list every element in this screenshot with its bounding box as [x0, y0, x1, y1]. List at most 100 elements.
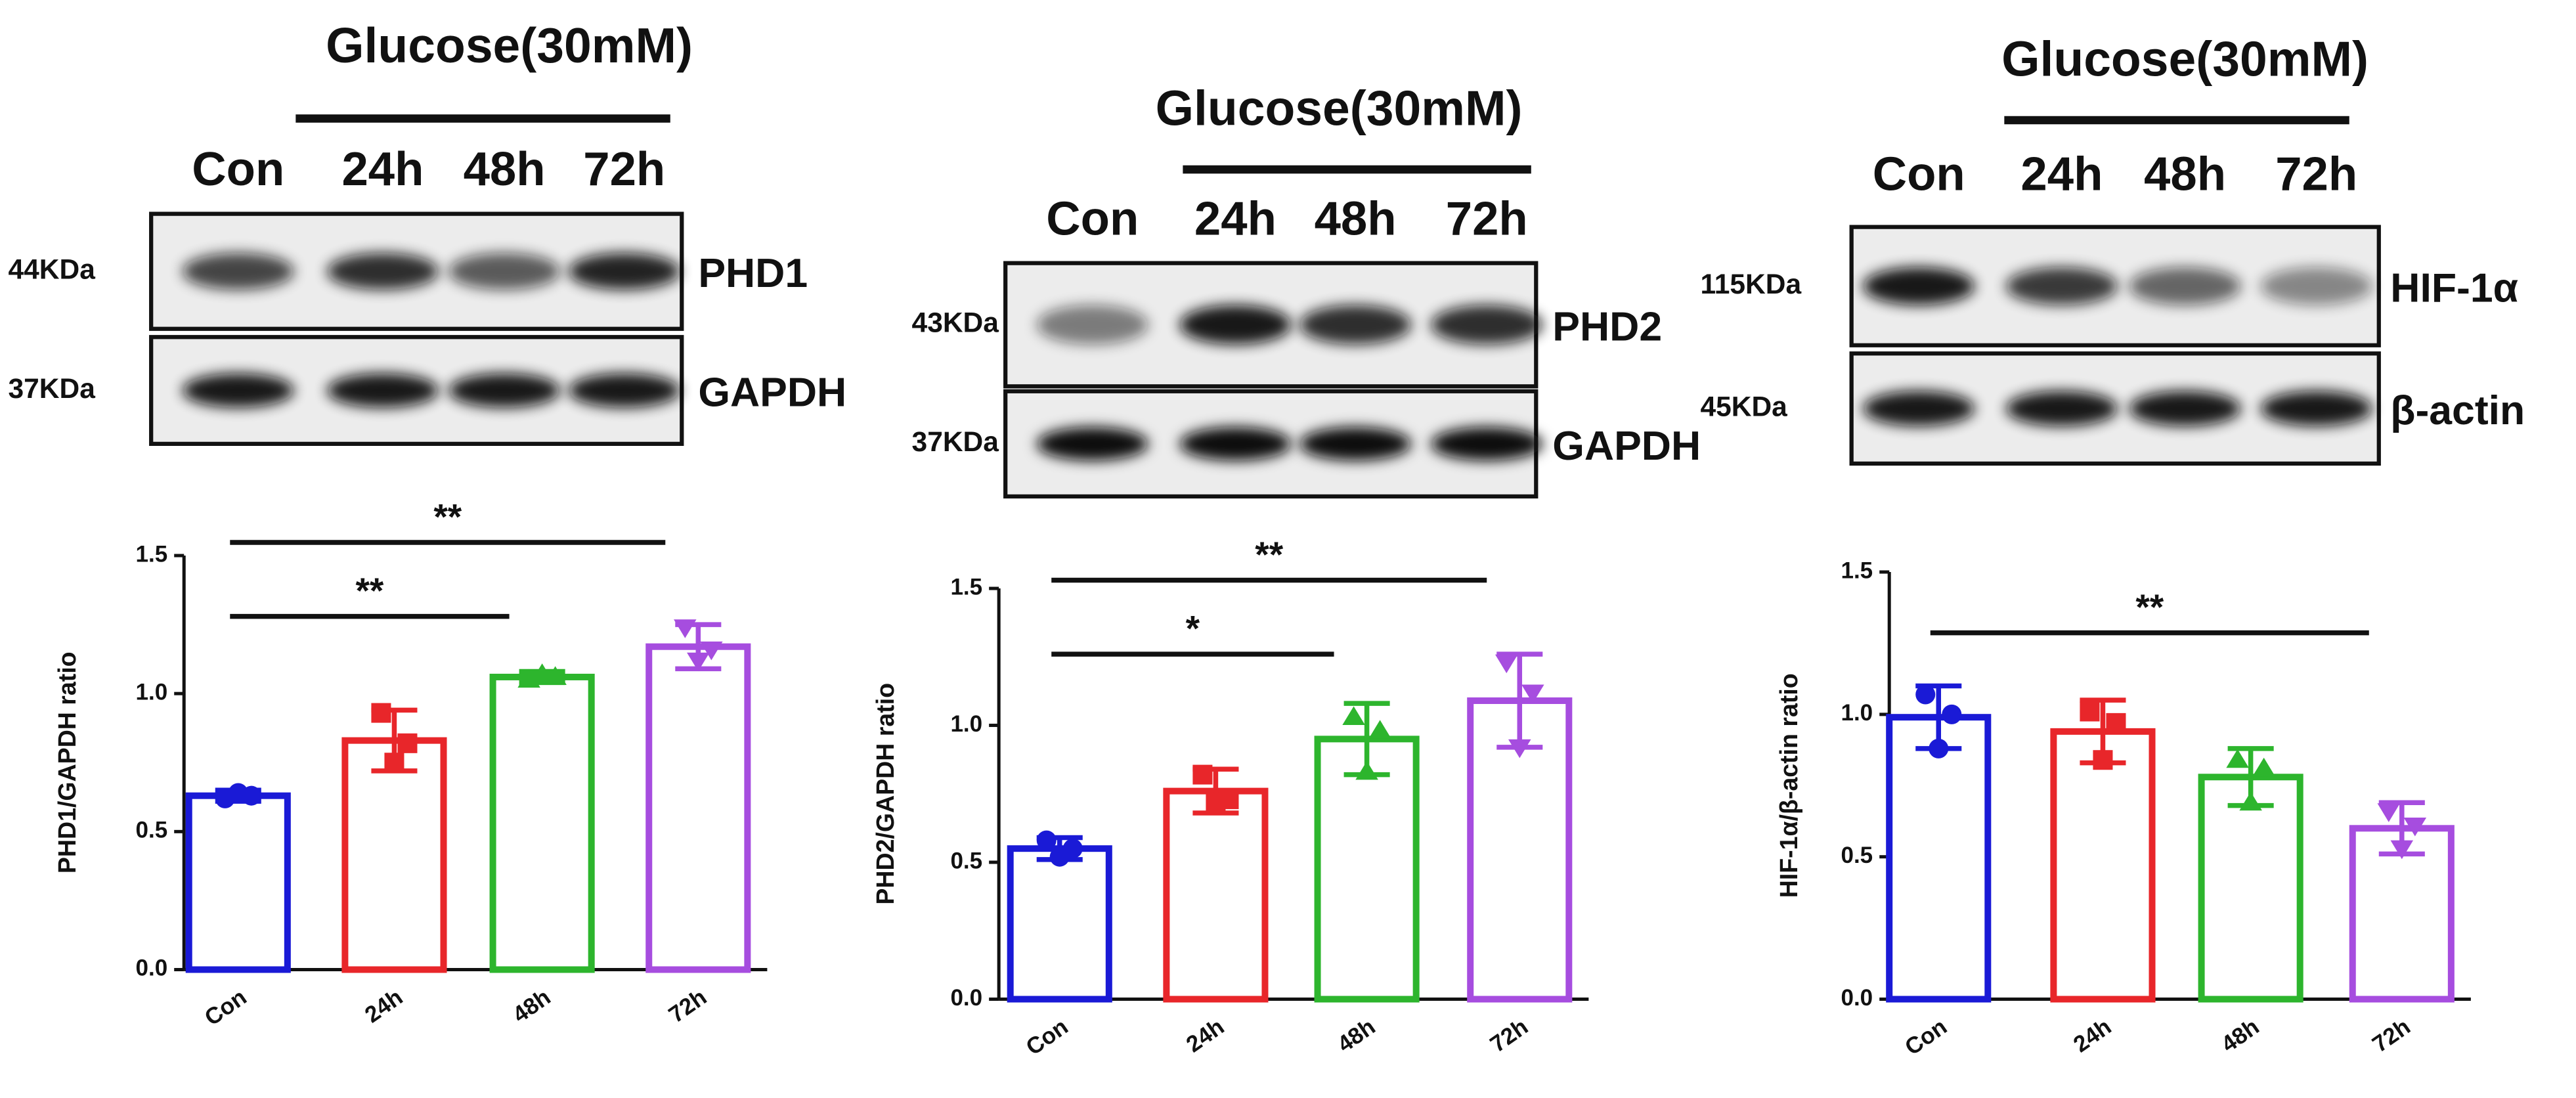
x-tick-label: 48h — [1333, 1014, 1380, 1058]
size-label: 43KDa — [912, 307, 999, 339]
blot-band — [2129, 391, 2241, 426]
bar — [1163, 787, 1269, 1003]
blot-band — [2005, 391, 2118, 426]
blot-band — [1036, 305, 1148, 345]
data-point — [544, 666, 567, 685]
data-point — [1368, 720, 1391, 739]
data-point — [1355, 760, 1378, 780]
bar — [645, 643, 751, 973]
blot-band — [2005, 267, 2118, 305]
size-label: 37KDa — [9, 373, 96, 405]
lane-label: 24h — [2020, 148, 2103, 201]
data-point — [1521, 684, 1544, 704]
y-tick-label: 0.0 — [1841, 985, 1873, 1011]
bar — [489, 673, 595, 973]
y-tick-label: 0.0 — [950, 985, 982, 1011]
blot-band — [448, 373, 561, 408]
blot-band — [1036, 427, 1148, 461]
lane-label: 48h — [464, 143, 546, 196]
data-point — [1508, 739, 1531, 758]
data-point — [674, 619, 697, 638]
protein-label: HIF-1α — [2390, 265, 2518, 311]
blot-band — [1299, 427, 1412, 461]
data-point — [2106, 713, 2126, 733]
data-point — [1036, 830, 1057, 850]
size-label: 37KDa — [912, 426, 999, 458]
protein-label: GAPDH — [698, 370, 846, 416]
blot-band — [1863, 391, 1975, 426]
data-point — [1915, 684, 1936, 705]
x-tick-label: 24h — [1182, 1014, 1229, 1058]
data-point — [1192, 764, 1213, 785]
data-point — [517, 669, 540, 688]
treatment-label: Glucose(30mM) — [2001, 31, 2369, 86]
data-point — [700, 641, 723, 661]
treatment-label: Glucose(30mM) — [1156, 80, 1523, 135]
data-point — [2403, 817, 2427, 837]
data-point — [1062, 839, 1083, 859]
bar — [341, 737, 447, 973]
lane-label: 24h — [341, 143, 424, 196]
blot-band — [1179, 305, 1292, 345]
significance-label: ** — [356, 570, 384, 611]
x-tick-label: Con — [200, 984, 251, 1031]
data-point — [2226, 749, 2249, 768]
y-axis-label: PHD2/GAPDH ratio — [871, 683, 899, 905]
data-point — [1342, 706, 1365, 726]
lane-label: 72h — [583, 143, 665, 196]
y-tick-label: 1.5 — [950, 574, 982, 600]
y-tick-label: 0.5 — [950, 848, 982, 873]
x-tick-label: 48h — [2217, 1014, 2264, 1058]
y-tick-label: 0.0 — [136, 955, 168, 981]
protein-label: PHD1 — [698, 250, 808, 296]
y-axis-label: PHD1/GAPDH ratio — [53, 651, 81, 873]
lane-label: 72h — [2275, 148, 2357, 201]
data-point — [241, 785, 261, 806]
data-point — [1942, 704, 1962, 724]
data-point — [2093, 750, 2113, 770]
blot-band — [2129, 267, 2241, 305]
blot-band — [2260, 267, 2372, 305]
significance-label: ** — [2135, 586, 2164, 627]
data-point — [2252, 757, 2275, 777]
x-tick-label: Con — [1900, 1014, 1952, 1061]
y-tick-label: 1.0 — [136, 679, 168, 705]
data-point — [2390, 840, 2414, 860]
x-tick-label: Con — [1022, 1014, 1073, 1061]
treatment-label: Glucose(30mM) — [326, 18, 693, 73]
x-tick-label: 72h — [664, 984, 711, 1028]
y-tick-label: 1.5 — [1841, 558, 1873, 583]
y-tick-label: 1.0 — [950, 711, 982, 737]
blot-band — [568, 373, 680, 408]
data-point — [2377, 803, 2401, 822]
protein-label: GAPDH — [1552, 423, 1701, 469]
size-label: 44KDa — [9, 253, 96, 285]
data-point — [384, 753, 404, 773]
bar — [2050, 728, 2156, 1003]
lane-label: Con — [1046, 192, 1139, 245]
y-tick-label: 1.0 — [1841, 700, 1873, 726]
blot-band — [326, 373, 439, 408]
bar — [185, 792, 291, 973]
x-tick-label: 24h — [360, 984, 408, 1028]
y-tick-label: 0.5 — [136, 818, 168, 843]
data-point — [397, 733, 418, 753]
data-point — [1219, 789, 1239, 810]
data-point — [2239, 791, 2262, 811]
data-point — [371, 703, 391, 723]
bar — [1007, 845, 1112, 1003]
x-tick-label: 72h — [1485, 1014, 1533, 1058]
blot-band — [182, 373, 294, 408]
blot-band — [1431, 427, 1543, 461]
lane-label: 72h — [1446, 192, 1528, 245]
data-point — [1929, 738, 1949, 758]
blot-band — [568, 253, 680, 290]
blot-band — [1299, 305, 1412, 345]
significance-label: ** — [433, 496, 462, 537]
protein-label: PHD2 — [1552, 304, 1662, 350]
blot-band — [326, 253, 439, 290]
y-tick-label: 0.5 — [1841, 843, 1873, 868]
size-label: 45KDa — [1700, 391, 1787, 422]
blot-band — [182, 253, 294, 290]
